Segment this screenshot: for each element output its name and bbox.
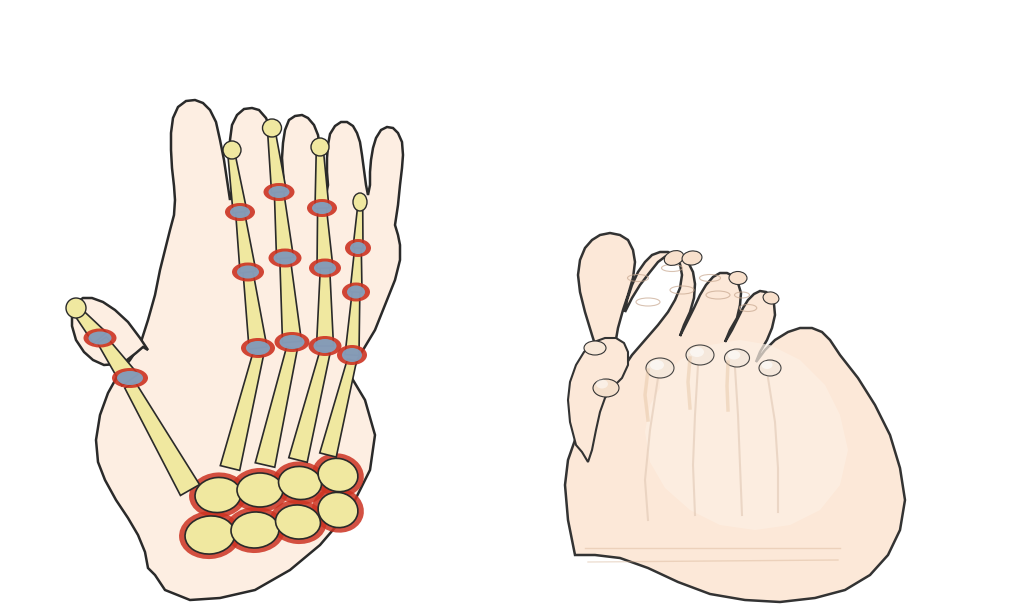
Polygon shape bbox=[268, 135, 287, 193]
Ellipse shape bbox=[84, 329, 117, 348]
Ellipse shape bbox=[584, 341, 606, 355]
Polygon shape bbox=[319, 359, 356, 457]
Ellipse shape bbox=[353, 193, 367, 211]
Ellipse shape bbox=[318, 458, 357, 491]
Ellipse shape bbox=[223, 141, 241, 159]
Ellipse shape bbox=[337, 345, 367, 365]
Ellipse shape bbox=[225, 203, 255, 221]
Ellipse shape bbox=[232, 263, 264, 282]
Polygon shape bbox=[72, 298, 148, 365]
Ellipse shape bbox=[596, 379, 608, 389]
Polygon shape bbox=[228, 157, 247, 213]
Ellipse shape bbox=[268, 248, 301, 267]
Polygon shape bbox=[345, 292, 359, 356]
Ellipse shape bbox=[313, 339, 337, 353]
Ellipse shape bbox=[117, 371, 143, 385]
Ellipse shape bbox=[268, 186, 290, 198]
Polygon shape bbox=[350, 248, 362, 293]
Ellipse shape bbox=[88, 332, 112, 345]
Polygon shape bbox=[96, 100, 403, 600]
Ellipse shape bbox=[237, 473, 283, 507]
Polygon shape bbox=[97, 337, 138, 386]
Polygon shape bbox=[125, 382, 200, 496]
Ellipse shape bbox=[342, 283, 370, 302]
Ellipse shape bbox=[275, 505, 321, 539]
Ellipse shape bbox=[274, 332, 309, 352]
Ellipse shape bbox=[650, 360, 664, 370]
Polygon shape bbox=[565, 233, 905, 602]
Polygon shape bbox=[316, 268, 334, 346]
Ellipse shape bbox=[347, 286, 365, 299]
Ellipse shape bbox=[309, 258, 341, 277]
Ellipse shape bbox=[273, 252, 297, 264]
Ellipse shape bbox=[269, 500, 327, 544]
Ellipse shape bbox=[189, 472, 247, 518]
Ellipse shape bbox=[350, 242, 366, 254]
Ellipse shape bbox=[593, 379, 618, 397]
Ellipse shape bbox=[729, 272, 746, 285]
Polygon shape bbox=[274, 192, 294, 259]
Polygon shape bbox=[315, 155, 329, 208]
Ellipse shape bbox=[185, 516, 234, 554]
Ellipse shape bbox=[311, 138, 329, 156]
Polygon shape bbox=[75, 309, 106, 343]
Polygon shape bbox=[568, 338, 628, 462]
Ellipse shape bbox=[728, 351, 740, 359]
Ellipse shape bbox=[246, 341, 270, 355]
Polygon shape bbox=[255, 347, 297, 467]
Ellipse shape bbox=[763, 292, 779, 304]
Ellipse shape bbox=[262, 119, 282, 137]
Ellipse shape bbox=[345, 239, 371, 257]
Ellipse shape bbox=[318, 493, 358, 528]
Ellipse shape bbox=[314, 261, 336, 275]
Ellipse shape bbox=[690, 347, 705, 357]
Polygon shape bbox=[243, 271, 267, 349]
Ellipse shape bbox=[280, 335, 304, 349]
Ellipse shape bbox=[112, 368, 148, 388]
Ellipse shape bbox=[308, 336, 341, 356]
Ellipse shape bbox=[762, 361, 772, 369]
Ellipse shape bbox=[312, 453, 364, 497]
Ellipse shape bbox=[759, 360, 781, 376]
Ellipse shape bbox=[312, 487, 364, 532]
Ellipse shape bbox=[179, 511, 241, 559]
Ellipse shape bbox=[279, 466, 322, 499]
Polygon shape bbox=[220, 354, 263, 471]
Polygon shape bbox=[317, 208, 333, 269]
Ellipse shape bbox=[195, 477, 241, 512]
Polygon shape bbox=[236, 211, 256, 273]
Polygon shape bbox=[280, 258, 301, 343]
Ellipse shape bbox=[725, 349, 750, 367]
Ellipse shape bbox=[665, 250, 684, 266]
Ellipse shape bbox=[342, 348, 362, 362]
Ellipse shape bbox=[263, 183, 295, 201]
Polygon shape bbox=[289, 351, 330, 462]
Ellipse shape bbox=[307, 199, 337, 217]
Polygon shape bbox=[645, 340, 848, 530]
Ellipse shape bbox=[682, 251, 701, 265]
Polygon shape bbox=[353, 210, 362, 248]
Ellipse shape bbox=[231, 512, 279, 548]
Ellipse shape bbox=[241, 338, 275, 358]
Ellipse shape bbox=[237, 266, 259, 278]
Ellipse shape bbox=[66, 298, 86, 318]
Ellipse shape bbox=[231, 468, 289, 512]
Ellipse shape bbox=[646, 358, 674, 378]
Ellipse shape bbox=[225, 507, 285, 553]
Ellipse shape bbox=[230, 206, 250, 218]
Ellipse shape bbox=[686, 345, 714, 365]
Ellipse shape bbox=[312, 202, 332, 214]
Ellipse shape bbox=[272, 461, 328, 504]
